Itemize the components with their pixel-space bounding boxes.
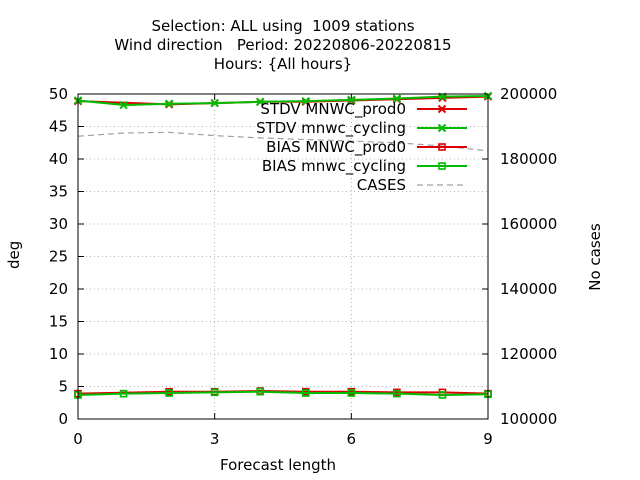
title-line-3: Hours: {All hours} xyxy=(213,55,353,73)
series-line xyxy=(77,390,489,396)
series-layer xyxy=(73,91,493,399)
title-line-1: Selection: ALL using 1009 stations xyxy=(151,17,415,35)
series-marker xyxy=(438,143,446,151)
y-tick-label: 5 xyxy=(58,378,68,396)
series-line xyxy=(77,390,489,395)
plot-frame xyxy=(77,93,489,420)
y2-tick-label: 160000 xyxy=(500,215,557,233)
y2-tick-label: 180000 xyxy=(500,150,557,168)
x-tick-label: 9 xyxy=(483,430,493,448)
x-axis-label: Forecast length xyxy=(220,456,337,474)
series-line xyxy=(77,94,489,107)
series-marker xyxy=(119,389,128,398)
series-marker xyxy=(438,162,446,170)
series-4 xyxy=(77,131,489,152)
series-marker xyxy=(347,95,356,105)
y-tick-label: 30 xyxy=(49,215,68,233)
legend-label: STDV MNWC_prod0 xyxy=(260,100,406,119)
title-line-2: Wind direction Period: 20220806-20220815 xyxy=(114,36,452,54)
y-tick-label: 25 xyxy=(49,248,68,266)
y-tick-label: 40 xyxy=(49,150,68,168)
series-marker xyxy=(437,104,447,114)
series-marker xyxy=(164,99,174,108)
y2-tick-label: 120000 xyxy=(500,345,557,363)
y-tick-label: 10 xyxy=(49,345,68,363)
y-tick-label: 0 xyxy=(58,410,68,428)
series-marker xyxy=(119,100,128,110)
ticks: 0 5 10 15 20 25 30 35 40 45 50 0 3 6 9 100000 120000 1400… xyxy=(49,85,557,448)
series-marker xyxy=(301,96,310,106)
series-marker xyxy=(256,387,265,396)
series-marker xyxy=(165,389,173,397)
series-marker xyxy=(392,94,402,103)
cases-layer xyxy=(77,131,489,152)
legend-label: CASES xyxy=(357,176,406,194)
x-tick-label: 3 xyxy=(210,430,220,448)
y2-tick-label: 200000 xyxy=(500,85,557,103)
x-tick-label: 6 xyxy=(347,430,357,448)
y-tick-label: 35 xyxy=(49,183,68,201)
series-marker xyxy=(393,389,401,398)
series-marker xyxy=(210,98,219,108)
legend-label: STDV mnwc_cycling xyxy=(256,119,406,138)
series-marker xyxy=(301,389,310,397)
series-marker xyxy=(210,388,219,397)
grid xyxy=(78,94,488,419)
series-marker xyxy=(437,123,447,133)
y-tick-label: 20 xyxy=(49,280,68,298)
series-1 xyxy=(73,91,493,110)
y2-tick-label: 100000 xyxy=(500,410,557,428)
y2-tick-label: 140000 xyxy=(500,280,557,298)
series-marker xyxy=(347,389,356,397)
y-tick-label: 15 xyxy=(49,313,68,331)
series-marker xyxy=(256,97,265,107)
legend-label: BIAS mnwc_cycling xyxy=(262,157,406,176)
x-tick-label: 0 xyxy=(73,430,83,448)
y-tick-label: 45 xyxy=(49,118,68,136)
legend-label: BIAS MNWC_prod0 xyxy=(266,138,406,157)
series-line xyxy=(77,131,489,152)
series-marker xyxy=(438,391,447,399)
y-tick-label: 50 xyxy=(49,85,68,103)
